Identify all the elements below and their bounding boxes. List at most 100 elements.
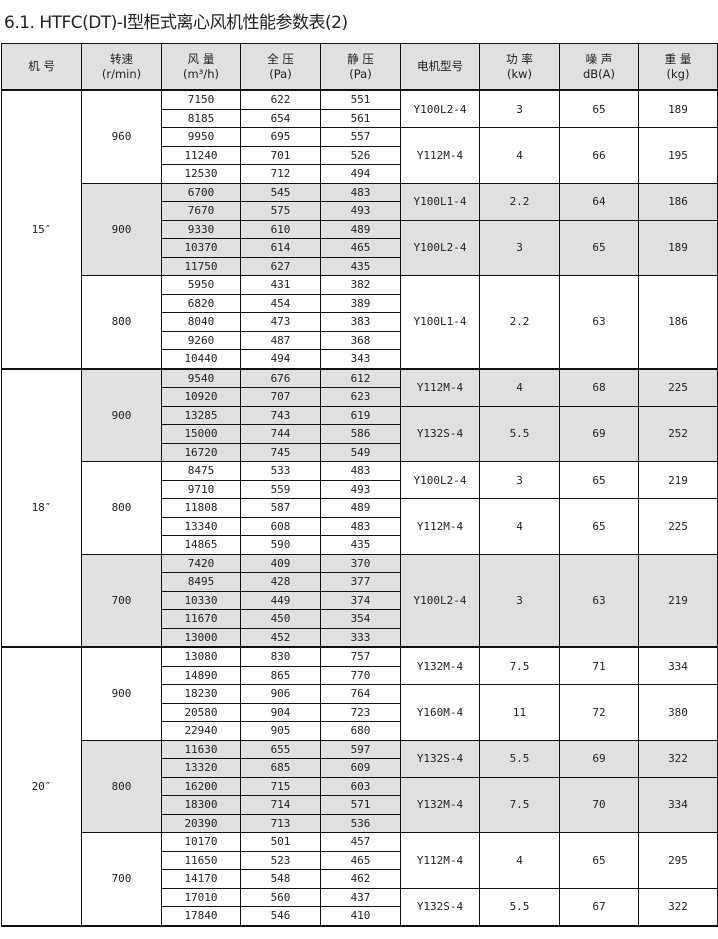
total-pressure-cell: 501	[240, 832, 321, 852]
table-row: 16200 715 603 Y132M-4 7.5 70 334	[2, 776, 718, 833]
static-pressure-cell: 493	[320, 201, 401, 221]
total-pressure-cell: 905	[240, 721, 321, 741]
table-row: 22940 905 680	[2, 721, 718, 741]
airflow-cell: 10440	[161, 349, 241, 369]
static-pressure-cell: 612	[320, 367, 401, 388]
static-pressure-cell: 389	[320, 293, 401, 313]
static-pressure-cell: 465	[320, 850, 401, 870]
total-pressure-cell: 454	[240, 293, 321, 313]
total-pressure-cell: 676	[240, 367, 321, 388]
header-label: 全 压	[267, 51, 294, 66]
power-cell: 3	[479, 89, 560, 128]
table-row: 700 10170 501 457 Y112M-4 4 65 295	[2, 832, 718, 926]
table-row: 10440 494 343	[2, 349, 718, 369]
table-row: 18″ 900 9540 676 612 Y112M-4 4 68 225	[1, 367, 718, 648]
table-row: 13340 608 483	[2, 516, 718, 536]
airflow-cell: 13000	[161, 627, 241, 648]
total-pressure-cell: 590	[240, 535, 321, 555]
total-pressure-cell: 713	[240, 813, 321, 833]
airflow-cell: 12530	[161, 164, 241, 184]
static-pressure-cell: 757	[320, 646, 401, 667]
total-pressure-cell: 614	[240, 238, 321, 258]
airflow-cell: 11670	[161, 609, 241, 629]
weight-cell: 334	[638, 776, 718, 833]
weight-cell: 295	[638, 832, 718, 889]
noise-cell: 66	[559, 127, 639, 184]
weight-cell: 225	[638, 498, 718, 555]
power-cell: 11	[479, 684, 560, 741]
total-pressure-cell: 685	[240, 758, 321, 778]
table-row: 10330 449 374	[2, 590, 718, 610]
total-pressure-cell: 701	[240, 145, 321, 165]
noise-cell: 71	[559, 646, 639, 685]
table-row: 800 11630 655 597 Y132S-4 5.5 69 322	[2, 739, 718, 833]
power-cell: 4	[479, 832, 560, 889]
power-cell: 5.5	[479, 887, 560, 926]
fan-performance-table: 机 号转速 (r/min) 风 量 (m³/h) 全 压 (Pa) 静 压 (Pa) 电机型号功…	[1, 43, 718, 927]
static-pressure-cell: 489	[320, 498, 401, 518]
static-pressure-cell: 770	[320, 665, 401, 685]
airflow-cell: 6700	[161, 182, 241, 202]
noise-cell: 72	[559, 684, 639, 741]
airflow-cell: 5950	[161, 275, 241, 295]
table-row: 9330 610 489 Y100L2-4 3 65 189	[2, 219, 718, 276]
static-pressure-cell: 764	[320, 684, 401, 704]
total-pressure-cell: 904	[240, 702, 321, 722]
static-pressure-cell: 435	[320, 256, 401, 276]
total-pressure-cell: 743	[240, 405, 321, 425]
page-title: 6.1. HTFC(DT)-I型柜式离心风机性能参数表(2)	[4, 13, 348, 33]
speed-cell: 700	[81, 832, 162, 926]
header-power: 功 率 (kw)	[479, 43, 560, 91]
noise-cell: 70	[559, 776, 639, 833]
power-cell: 4	[479, 367, 560, 407]
total-pressure-cell: 548	[240, 869, 321, 889]
motor-model-cell: Y100L1-4	[400, 182, 480, 221]
header-label: 风 量	[187, 51, 215, 66]
weight-cell: 195	[638, 127, 718, 184]
airflow-cell: 8040	[161, 312, 241, 332]
static-pressure-cell: 551	[320, 89, 401, 110]
static-pressure-cell: 623	[320, 387, 401, 407]
table-row: 20580 904 723	[2, 702, 718, 722]
static-pressure-cell: 383	[320, 312, 401, 332]
header-noise: 噪 声 dB(A)	[559, 43, 639, 91]
noise-cell: 67	[559, 887, 639, 926]
total-pressure-cell: 431	[240, 275, 321, 295]
motor-model-cell: Y112M-4	[400, 127, 480, 184]
motor-model-cell: Y100L2-4	[400, 89, 480, 128]
noise-cell: 65	[559, 832, 639, 889]
static-pressure-cell: 549	[320, 442, 401, 462]
machine-size-cell: 18″	[1, 367, 82, 648]
header-machine-no: 机 号	[1, 43, 82, 91]
airflow-cell: 22940	[161, 721, 241, 741]
airflow-cell: 9710	[161, 479, 241, 499]
airflow-cell: 11750	[161, 256, 241, 276]
static-pressure-cell: 561	[320, 108, 401, 128]
total-pressure-cell: 707	[240, 387, 321, 407]
speed-cell: 700	[81, 553, 162, 648]
motor-model-cell: Y132M-4	[400, 646, 480, 685]
total-pressure-cell: 712	[240, 164, 321, 184]
airflow-cell: 18230	[161, 684, 241, 704]
motor-model-cell: Y112M-4	[400, 832, 480, 889]
table-row: 7670 575 493	[2, 201, 718, 221]
airflow-cell: 20580	[161, 702, 241, 722]
table-row: 14890 865 770	[2, 665, 718, 685]
machine-size-cell: 15″	[1, 89, 82, 369]
airflow-cell: 10370	[161, 238, 241, 258]
airflow-cell: 6820	[161, 293, 241, 313]
header-unit: dB(A)	[582, 66, 616, 81]
header-row: 机 号转速 (r/min) 风 量 (m³/h) 全 压 (Pa) 静 压 (Pa) 电机型号功…	[1, 43, 718, 91]
header-airflow: 风 量 (m³/h)	[161, 43, 241, 91]
table-row: 9950 695 557 Y112M-4 4 66 195	[2, 127, 718, 184]
power-cell: 5.5	[479, 739, 560, 778]
total-pressure-cell: 449	[240, 590, 321, 610]
motor-model-cell: Y112M-4	[400, 367, 480, 407]
airflow-cell: 7670	[161, 201, 241, 221]
noise-cell: 63	[559, 553, 639, 648]
total-pressure-cell: 409	[240, 553, 321, 573]
static-pressure-cell: 619	[320, 405, 401, 425]
weight-cell: 380	[638, 684, 718, 741]
static-pressure-cell: 410	[320, 906, 401, 926]
motor-model-cell: Y100L2-4	[400, 219, 480, 276]
